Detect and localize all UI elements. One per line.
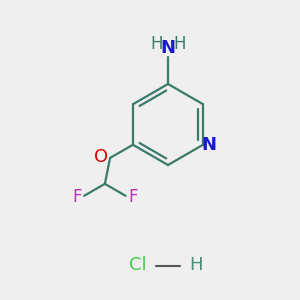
- Text: H: H: [150, 35, 163, 53]
- Text: F: F: [128, 188, 138, 206]
- Text: F: F: [72, 188, 82, 206]
- Text: N: N: [201, 136, 216, 154]
- Text: O: O: [94, 148, 108, 166]
- Text: N: N: [160, 39, 175, 57]
- Text: H: H: [189, 256, 202, 274]
- Text: H: H: [173, 35, 186, 53]
- Text: Cl: Cl: [129, 256, 147, 274]
